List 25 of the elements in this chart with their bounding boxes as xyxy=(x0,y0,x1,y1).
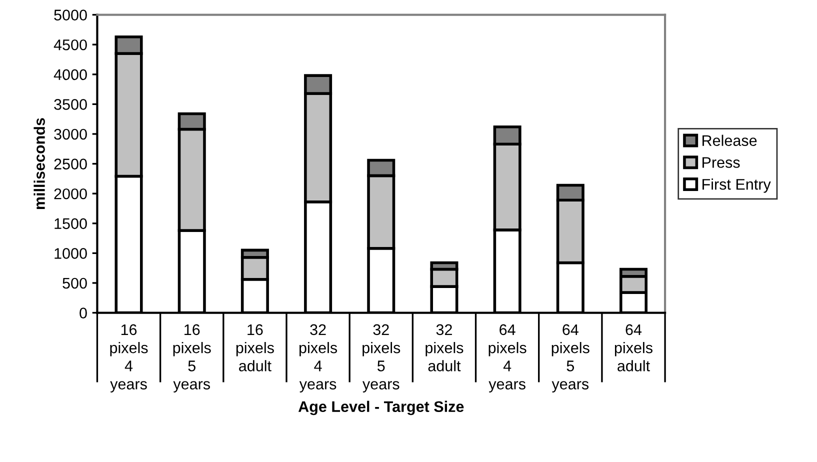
legend-label: Press xyxy=(702,157,740,168)
x-tick-label: 16 pixels adult xyxy=(236,324,274,372)
x-tick-label: 32 pixels 4 years xyxy=(299,324,338,392)
y-tick-label: 5000 xyxy=(54,10,87,20)
y-tick-label: 4500 xyxy=(54,39,87,50)
x-tick-label: 16 pixels 5 years xyxy=(173,324,211,392)
y-tick-label: 3000 xyxy=(54,128,87,140)
y-tick-label: 2000 xyxy=(54,188,87,200)
x-tick-label: 64 pixels 4 years xyxy=(488,324,526,392)
x-tick-label: 16 pixels 4 years xyxy=(110,324,148,392)
y-tick-label: 3500 xyxy=(54,99,87,110)
y-tick-label: 2500 xyxy=(54,158,87,170)
x-tick-label: 32 pixels 5 years xyxy=(362,324,400,392)
x-axis-title: Age Level - Target Size xyxy=(298,400,464,416)
y-axis-title: milliseconds xyxy=(34,118,45,210)
legend-label: First Entry xyxy=(702,178,771,193)
y-tick-label: 1000 xyxy=(54,248,87,259)
x-tick-label: 32 pixels adult xyxy=(426,324,464,372)
y-tick-label: 0 xyxy=(80,308,87,318)
y-tick-label: 500 xyxy=(62,278,87,289)
legend-label: Release xyxy=(702,134,757,146)
x-tick-label: 64 pixels adult xyxy=(614,324,652,372)
y-tick-label: 4000 xyxy=(54,69,87,80)
x-tick-label: 64 pixels 5 years xyxy=(552,324,590,392)
y-tick-label: 1500 xyxy=(54,218,87,230)
